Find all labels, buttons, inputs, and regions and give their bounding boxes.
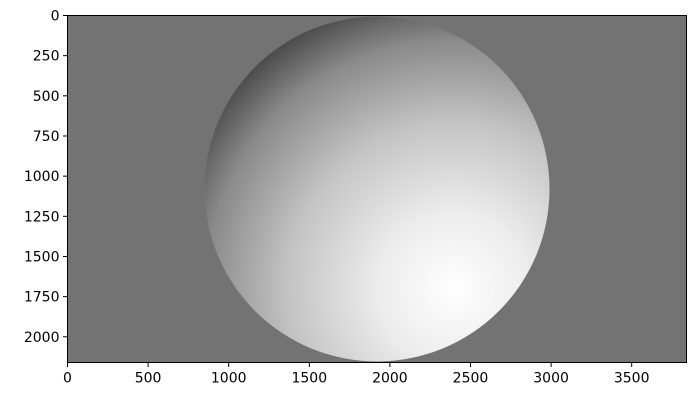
- axes-frame: [67, 15, 687, 363]
- y-tick-label: 0: [51, 9, 60, 25]
- y-tick-label: 500: [33, 89, 60, 105]
- x-tick-label: 0: [63, 371, 72, 387]
- y-tick-label: 750: [33, 129, 60, 145]
- y-tick-label: 1250: [24, 209, 60, 225]
- y-tick-label: 1500: [24, 249, 60, 265]
- x-tick-label: 500: [135, 371, 162, 387]
- x-tick-label: 1000: [211, 371, 247, 387]
- x-tick-label: 1500: [291, 371, 327, 387]
- plot-area: [67, 15, 687, 363]
- y-axis: 0 250 500 750 1000 1250 1500 1750 2000: [24, 9, 68, 346]
- x-tick-label: 3000: [533, 371, 569, 387]
- y-tick-label: 1000: [24, 169, 60, 185]
- x-tick-label: 3500: [614, 371, 650, 387]
- y-tick-label: 1750: [24, 290, 60, 306]
- shaded-sphere: [204, 16, 550, 362]
- x-axis: 0 500 1000 1500 2000 2500 3000 3500: [63, 362, 650, 387]
- x-tick-label: 2500: [453, 371, 489, 387]
- y-tick-label: 250: [33, 49, 60, 65]
- x-tick-label: 2000: [372, 371, 408, 387]
- y-tick-label: 2000: [24, 330, 60, 346]
